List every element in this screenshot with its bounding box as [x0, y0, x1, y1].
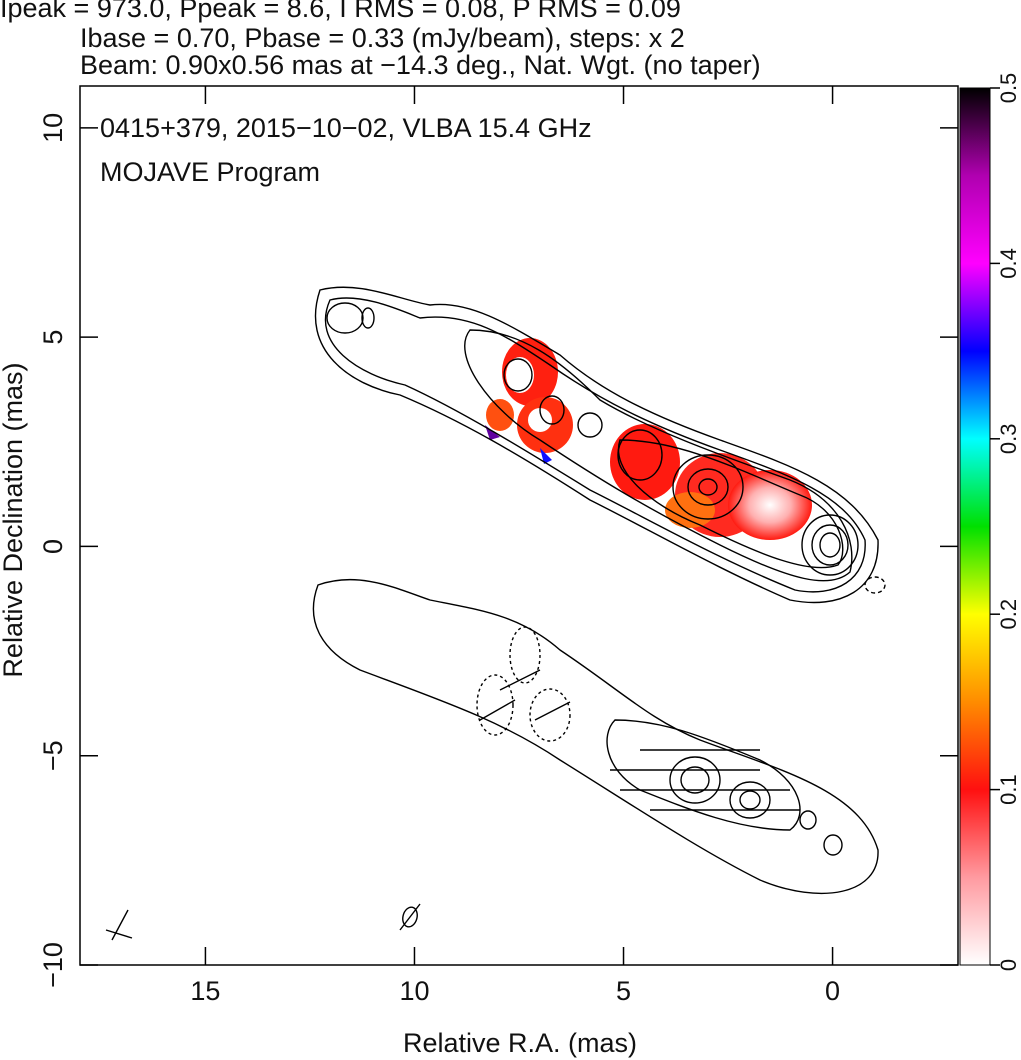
y-axis-label: Relative Declination (mas) — [0, 362, 28, 677]
colorbar-tick-label: 0 — [996, 959, 1021, 971]
y-tick-label: −10 — [38, 942, 68, 988]
y-tick-label: 5 — [38, 330, 68, 345]
polarization-map — [485, 338, 812, 540]
x-tick-label: 5 — [616, 976, 631, 1006]
plot-frame — [79, 85, 959, 966]
y-tick-label: 0 — [38, 539, 68, 554]
x-tick-label: 15 — [190, 976, 220, 1006]
y-tick-label: −5 — [38, 740, 68, 771]
header-line: Ibase = 0.70, Pbase = 0.33 (mJy/beam), s… — [80, 23, 685, 53]
colorbar-tick-label: 0.5 — [996, 73, 1021, 104]
y-tick-label: 10 — [38, 113, 68, 143]
header-line: Ipeak = 973.0, Ppeak = 8.6, I RMS = 0.08… — [0, 0, 681, 23]
x-axis-label: Relative R.A. (mas) — [403, 1028, 637, 1058]
colorbar-tick-label: 0.1 — [996, 774, 1021, 805]
annotation: MOJAVE Program — [100, 157, 320, 187]
annotation: 0415+379, 2015−10−02, VLBA 15.4 GHz — [100, 113, 592, 143]
x-tick-label: 0 — [825, 976, 840, 1006]
colorbar — [959, 87, 991, 966]
x-tick-label: 10 — [399, 976, 429, 1006]
colorbar-tick-label: 0.4 — [996, 248, 1021, 279]
contours — [105, 286, 886, 941]
colorbar-tick-label: 0.3 — [996, 424, 1021, 455]
header-line: Beam: 0.90x0.56 mas at −14.3 deg., Nat. … — [80, 50, 761, 80]
colorbar-tick-label: 0.2 — [996, 599, 1021, 630]
